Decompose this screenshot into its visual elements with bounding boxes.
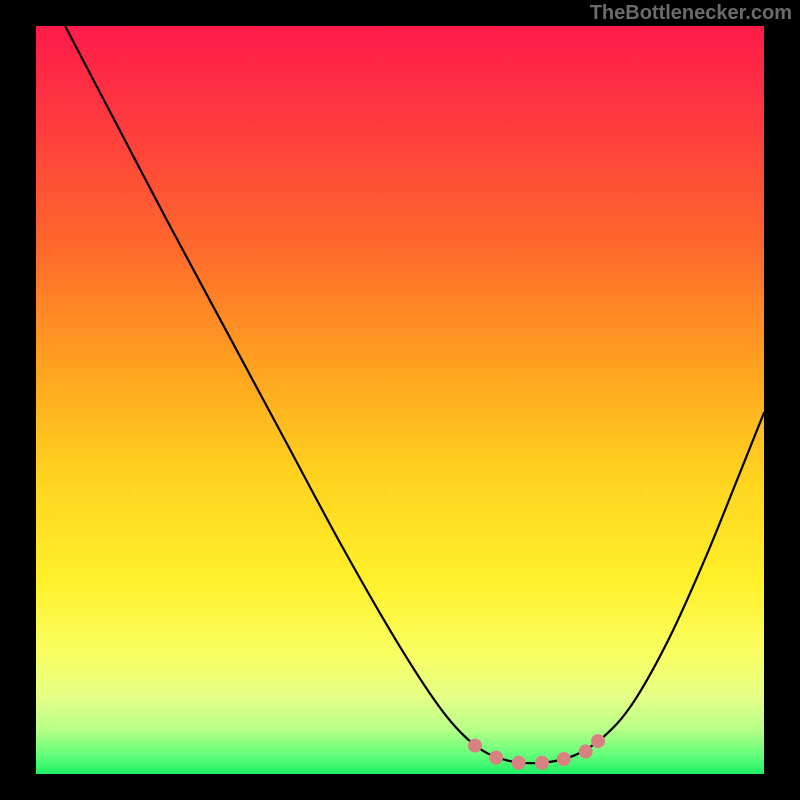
markers-group [468,734,605,770]
curve-marker [591,734,605,748]
curve-marker [535,756,549,770]
curve-marker [579,745,593,759]
curve-marker [512,756,526,770]
curve-marker [489,751,503,765]
plot-area [36,26,764,774]
curve-marker [557,752,571,766]
curve-marker [468,739,482,753]
bottleneck-curve [65,26,764,763]
attribution-text: TheBottlenecker.com [590,2,792,25]
chart-svg [36,26,764,774]
